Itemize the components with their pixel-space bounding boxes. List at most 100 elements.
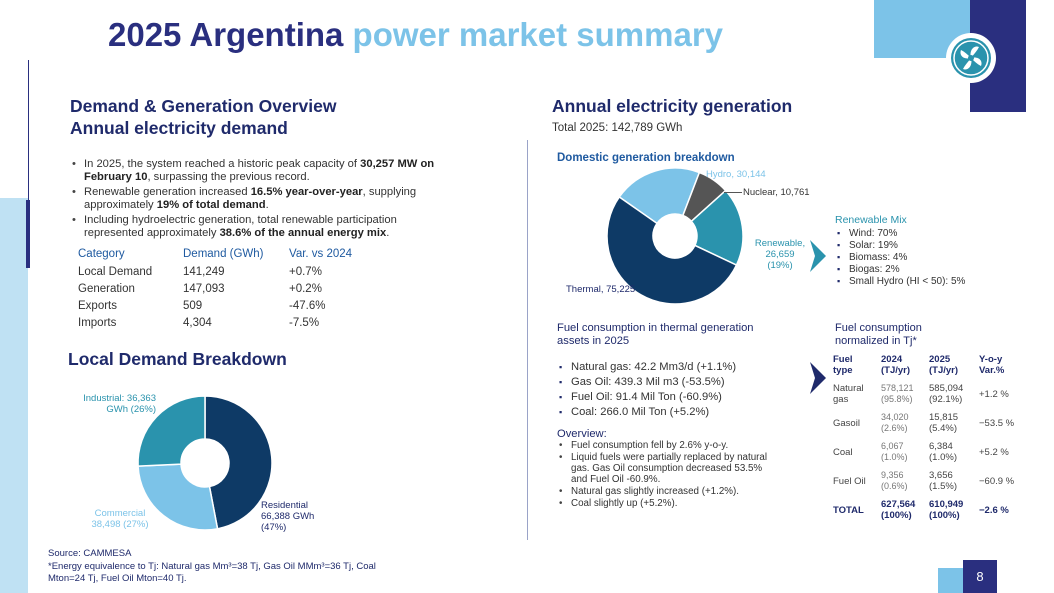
cell-demand: 509	[183, 300, 203, 312]
cell-fuel-type: Coal	[833, 446, 853, 458]
cell-line: (0.6%)	[881, 481, 908, 491]
local-breakdown-heading: Local Demand Breakdown	[68, 349, 287, 369]
list-item: Fuel Oil: 91.4 Mil Ton (-60.9%)	[557, 391, 736, 404]
demand-table: Category Demand (GWh) Var. vs 2024 Local…	[78, 245, 378, 332]
cell-2024: 9,356 (0.6%)	[881, 467, 929, 496]
deco-left-light-bar	[0, 198, 28, 593]
page-number: 8	[963, 560, 997, 593]
cell-2025: 585,094 (92.1%)	[929, 380, 979, 409]
cell-line: 15,815	[929, 412, 959, 423]
table-row: Coal 6,067 (1.0%) 6,384 (1.0%) +5.2 %	[833, 438, 1023, 467]
cell-line: (2.6%)	[881, 423, 908, 433]
cell-2024: 627,564 (100%)	[881, 496, 929, 525]
fuel-thermal-heading: Fuel consumption in thermal generation a…	[557, 322, 754, 348]
list-item: Coal: 266.0 Mil Ton (+5.2%)	[557, 406, 736, 419]
hdr-line: type	[833, 365, 853, 376]
cell-variation: +0.2%	[289, 283, 322, 295]
hdr-line: Var.%	[979, 365, 1005, 376]
col-demand: Demand (GWh)	[183, 248, 264, 260]
section-divider	[527, 140, 528, 540]
commercial-label-line2: 38,498 (27%)	[91, 519, 149, 530]
overview-title: Overview:	[557, 428, 607, 440]
generation-total: Total 2025: 142,789 GWh	[552, 122, 683, 134]
hdr-line: 2024	[881, 354, 903, 365]
generation-donut	[606, 167, 744, 305]
cell-line: 578,121	[881, 383, 914, 393]
hdr-line: (TJ/yr)	[881, 365, 911, 376]
list-item: Biogas: 2%	[835, 264, 965, 275]
demand-section-subheading: Annual electricity demand	[70, 118, 288, 138]
cell-line: 9,356	[881, 470, 904, 480]
fuel-arrow-icon	[810, 362, 826, 394]
demand-section-heading: Demand & Generation Overview	[70, 96, 337, 116]
cell-yoy: +1.2 %	[979, 388, 1009, 400]
cell-2024: 6,067 (1.0%)	[881, 438, 929, 467]
cell-variation: +0.7%	[289, 266, 322, 278]
cell-line: (95.8%)	[881, 394, 913, 404]
cell-yoy: −60.9 %	[979, 475, 1015, 487]
cell-line: (1.5%)	[929, 481, 957, 492]
cell-variation: -47.6%	[289, 300, 326, 312]
fuel-table-heading-line1: Fuel consumption	[835, 322, 922, 334]
renewable-label: Renewable, 26,659 (19%)	[752, 238, 808, 271]
demand-bullet-3: Including hydroelectric generation, tota…	[70, 214, 455, 240]
fuel-table-heading-line2: normalized in Tj*	[835, 335, 917, 347]
cell-line: 610,949	[929, 499, 964, 510]
renewable-label-line2: 26,659	[765, 249, 795, 260]
page-title: 2025 Argentina power market summary	[108, 16, 724, 53]
footer-source: Source: CAMMESA	[48, 548, 132, 559]
fuel-table-heading: Fuel consumption normalized in Tj*	[835, 322, 922, 348]
cell-line: gas	[833, 394, 849, 405]
cell-line: (1.0%)	[881, 452, 908, 462]
renewable-label-line1: Renewable,	[754, 238, 806, 249]
cell-line: Natural	[833, 383, 864, 394]
local-demand-slice-commercial	[137, 463, 219, 531]
generation-heading: Annual electricity generation	[552, 96, 793, 116]
residential-label-line1: Residential	[261, 500, 308, 511]
residential-label-line2: 66,388 GWh	[261, 511, 315, 522]
table-row-total: TOTAL 627,564 (100%) 610,949 (100%) −2.6 %	[833, 496, 1023, 525]
list-item: Coal slightly up (+5.2%).	[557, 498, 772, 509]
local-demand-slice-industrial	[137, 395, 206, 467]
cell-demand: 147,093	[183, 283, 225, 295]
hdr-line: Y-o-y	[979, 354, 1003, 365]
cell-demand: 141,249	[183, 266, 225, 278]
col-fuel-type: Fuel type	[833, 352, 881, 380]
cell-yoy: +5.2 %	[979, 446, 1009, 458]
generation-chart-title: Domestic generation breakdown	[557, 152, 735, 164]
industrial-label: Industrial: 36,363 GWh (26%)	[71, 393, 156, 415]
residential-label-line3: (47%)	[261, 522, 287, 533]
cell-2024: 578,121 (95.8%)	[881, 380, 929, 409]
table-row: Gasoil 34,020 (2.6%) 15,815 (5.4%) −53.5 %	[833, 409, 1023, 438]
cell-line: 585,094	[929, 383, 964, 394]
cell-category: Local Demand	[78, 266, 153, 278]
cell-fuel-type: Gasoil	[833, 417, 860, 429]
deco-left-navy-bar	[26, 200, 30, 268]
cell-2025: 6,384 (1.0%)	[929, 438, 979, 467]
cell-category: Exports	[78, 300, 117, 312]
footer-note: *Energy equivalence to Tj: Natural gas M…	[48, 561, 376, 585]
fuel-table: Fuel type 2024 (TJ/yr) 2025 (TJ/yr) Y-o-y Va…	[833, 352, 1023, 525]
cell-fuel-type: TOTAL	[833, 504, 864, 516]
generation-slice-hydro	[618, 167, 701, 225]
cell-line: (92.1%)	[929, 394, 963, 405]
local-demand-donut	[137, 395, 273, 531]
col-2025: 2025 (TJ/yr)	[929, 352, 979, 380]
demand-bullet-1: In 2025, the system reached a historic p…	[70, 158, 455, 184]
list-item: Fuel consumption fell by 2.6% y-o-y.	[557, 440, 772, 451]
hdr-line: 2025	[929, 354, 951, 365]
col-2024: 2024 (TJ/yr)	[881, 352, 929, 380]
cell-category: Generation	[78, 283, 135, 295]
cell-fuel-type: Fuel Oil	[833, 475, 866, 487]
local-demand-slice-residential	[204, 395, 273, 530]
commercial-label: Commercial 38,498 (27%)	[84, 508, 156, 530]
cell-yoy: −2.6 %	[979, 504, 1009, 516]
cell-fuel-type: Natural gas	[833, 380, 881, 409]
cell-line: (1.0%)	[929, 452, 957, 463]
fuel-table-header: Fuel type 2024 (TJ/yr) 2025 (TJ/yr) Y-o-y Va…	[833, 352, 1023, 380]
deco-footer-light	[938, 568, 963, 593]
fuel-thermal-heading-line2: assets in 2025	[557, 335, 630, 347]
table-row: Fuel Oil 9,356 (0.6%) 3,656 (1.5%) −60.9 %	[833, 467, 1023, 496]
cell-line: 6,384	[929, 441, 953, 452]
footer-note-line2: Mton=24 Tj, Fuel Oil Mton=40 Tj.	[48, 573, 187, 584]
